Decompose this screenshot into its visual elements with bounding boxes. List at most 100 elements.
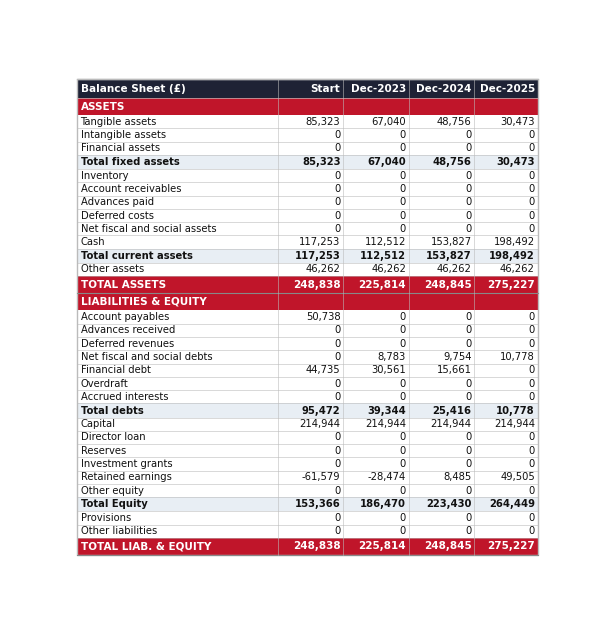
Bar (409, 390, 475, 403)
Bar (278, 222, 343, 236)
Bar (343, 524, 409, 538)
Text: 214,944: 214,944 (299, 419, 340, 429)
Text: Account receivables: Account receivables (80, 184, 181, 194)
Text: 9,754: 9,754 (443, 352, 472, 362)
Bar (77, 209, 278, 222)
Text: 50,738: 50,738 (306, 312, 340, 322)
Bar (77, 538, 278, 555)
Text: 67,040: 67,040 (367, 157, 406, 167)
Bar (77, 169, 278, 182)
Text: Balance Sheet (£): Balance Sheet (£) (80, 84, 185, 94)
Bar (343, 431, 409, 444)
Text: 0: 0 (466, 379, 472, 389)
Bar (278, 182, 343, 196)
Bar (278, 403, 343, 418)
Text: 0: 0 (466, 459, 472, 469)
Text: 153,827: 153,827 (430, 237, 472, 247)
Bar (409, 196, 475, 209)
Bar (409, 263, 475, 276)
Text: 0: 0 (529, 433, 535, 443)
Text: 198,492: 198,492 (489, 251, 535, 261)
Bar (475, 115, 538, 129)
Text: 0: 0 (400, 197, 406, 207)
Bar (409, 129, 475, 142)
Bar (77, 155, 278, 169)
Bar (409, 310, 475, 324)
Bar (409, 115, 475, 129)
Bar (278, 263, 343, 276)
Bar (409, 236, 475, 249)
Text: 0: 0 (529, 197, 535, 207)
Bar (278, 377, 343, 390)
Text: 0: 0 (529, 446, 535, 456)
Bar (343, 377, 409, 390)
Bar (409, 524, 475, 538)
Bar (343, 182, 409, 196)
Bar (278, 276, 343, 293)
Bar (343, 79, 409, 98)
Text: Financial debt: Financial debt (80, 365, 151, 376)
Bar (77, 403, 278, 418)
Bar (278, 418, 343, 431)
Text: 8,485: 8,485 (443, 472, 472, 482)
Bar (77, 310, 278, 324)
Text: Reserves: Reserves (80, 446, 126, 456)
Bar (278, 209, 343, 222)
Text: 0: 0 (400, 130, 406, 140)
Text: Total debts: Total debts (80, 406, 143, 416)
Bar (278, 497, 343, 511)
Text: 67,040: 67,040 (371, 117, 406, 127)
Text: 0: 0 (529, 513, 535, 523)
Bar (475, 293, 538, 310)
Bar (343, 263, 409, 276)
Text: Advances paid: Advances paid (80, 197, 154, 207)
Bar (77, 276, 278, 293)
Text: 0: 0 (529, 379, 535, 389)
Text: 0: 0 (529, 365, 535, 376)
Text: 275,227: 275,227 (487, 541, 535, 551)
Bar (475, 196, 538, 209)
Text: 264,449: 264,449 (489, 499, 535, 509)
Bar (475, 457, 538, 470)
Text: 112,512: 112,512 (365, 237, 406, 247)
Bar (343, 457, 409, 470)
Text: 0: 0 (466, 312, 472, 322)
Bar (475, 249, 538, 263)
Bar (278, 457, 343, 470)
Text: Other equity: Other equity (80, 485, 143, 495)
Bar (409, 418, 475, 431)
Text: Overdraft: Overdraft (80, 379, 128, 389)
Bar (409, 511, 475, 524)
Text: 223,430: 223,430 (426, 499, 472, 509)
Text: 0: 0 (334, 143, 340, 153)
Text: 0: 0 (334, 392, 340, 402)
Text: 0: 0 (466, 526, 472, 536)
Text: LIABILITIES & EQUITY: LIABILITIES & EQUITY (80, 297, 206, 307)
Bar (77, 142, 278, 155)
Bar (475, 511, 538, 524)
Text: Other assets: Other assets (80, 264, 144, 274)
Text: 214,944: 214,944 (494, 419, 535, 429)
Text: 214,944: 214,944 (431, 419, 472, 429)
Bar (278, 444, 343, 457)
Text: Tangible assets: Tangible assets (80, 117, 157, 127)
Bar (409, 222, 475, 236)
Bar (475, 98, 538, 115)
Text: Director loan: Director loan (80, 433, 145, 443)
Bar (409, 431, 475, 444)
Text: 0: 0 (400, 143, 406, 153)
Bar (475, 470, 538, 484)
Text: 30,473: 30,473 (500, 117, 535, 127)
Text: 153,827: 153,827 (426, 251, 472, 261)
Bar (77, 444, 278, 457)
Bar (343, 497, 409, 511)
Bar (278, 142, 343, 155)
Bar (343, 470, 409, 484)
Text: 0: 0 (529, 143, 535, 153)
Text: Deferred revenues: Deferred revenues (80, 338, 174, 349)
Text: 25,416: 25,416 (433, 406, 472, 416)
Text: Financial assets: Financial assets (80, 143, 160, 153)
Text: 225,814: 225,814 (358, 279, 406, 290)
Bar (278, 431, 343, 444)
Text: 0: 0 (466, 143, 472, 153)
